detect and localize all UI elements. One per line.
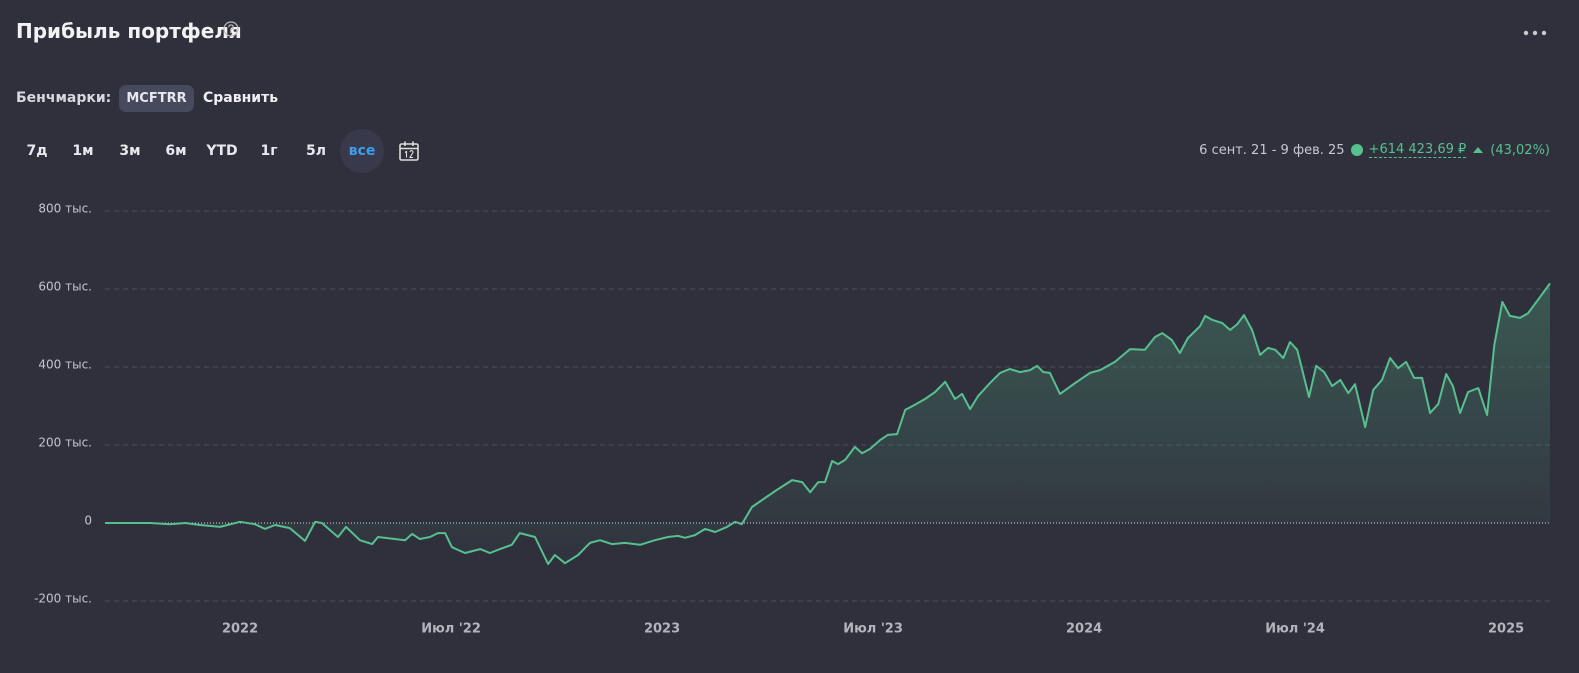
up-arrow	[1473, 147, 1484, 153]
x-tick-label: Июл '24	[1265, 622, 1325, 637]
x-tick-label: 2025	[1488, 622, 1524, 637]
period-button[interactable]: 7д	[26, 143, 48, 159]
calendar-icon[interactable]	[398, 140, 420, 162]
y-tick-label: 600 тыс.	[38, 280, 92, 294]
help-icon[interactable]	[222, 20, 240, 38]
profit-percent: (43,02%)	[1490, 142, 1550, 158]
y-tick-label: 400 тыс.	[38, 358, 92, 372]
title: Прибыль портфеля	[16, 19, 242, 43]
period-button[interactable]: 1м	[72, 143, 94, 159]
y-tick-label: 800 тыс.	[38, 202, 92, 216]
date-range: 6 сент. 21 - 9 фев. 25	[1199, 142, 1345, 158]
compare-button[interactable]: Сравнить	[203, 90, 279, 106]
x-tick-label: Июл '22	[421, 622, 481, 637]
y-tick-label: -200 тыс.	[34, 592, 92, 606]
summary: 6 сент. 21 - 9 фев. 25 +614 423,69 ₽ (43…	[1199, 142, 1550, 158]
y-tick-label: 0	[84, 514, 92, 528]
profit-value[interactable]: +614 423,69 ₽	[1368, 142, 1467, 158]
x-tick-label: 2022	[222, 622, 258, 637]
x-tick-label: 2023	[644, 622, 680, 637]
period-button[interactable]: 1г	[260, 143, 278, 159]
more-menu[interactable]	[1522, 28, 1548, 38]
benchmark-chip[interactable]: MCFTRR	[119, 85, 194, 112]
legend-dot	[1350, 144, 1363, 156]
period-button[interactable]: 3м	[119, 143, 141, 159]
period-button[interactable]: 6м	[165, 143, 187, 159]
period-button[interactable]: 5л	[306, 143, 326, 159]
y-tick-label: 200 тыс.	[38, 436, 92, 450]
area	[105, 283, 1550, 564]
line	[105, 282, 1551, 565]
benchmarks-label: Бенчмарки:	[16, 90, 112, 106]
x-tick-label: Июл '23	[843, 622, 903, 637]
period-button[interactable]: YTD	[206, 143, 238, 159]
x-tick-label: 2024	[1066, 622, 1102, 637]
period-button[interactable]: все	[340, 129, 384, 173]
